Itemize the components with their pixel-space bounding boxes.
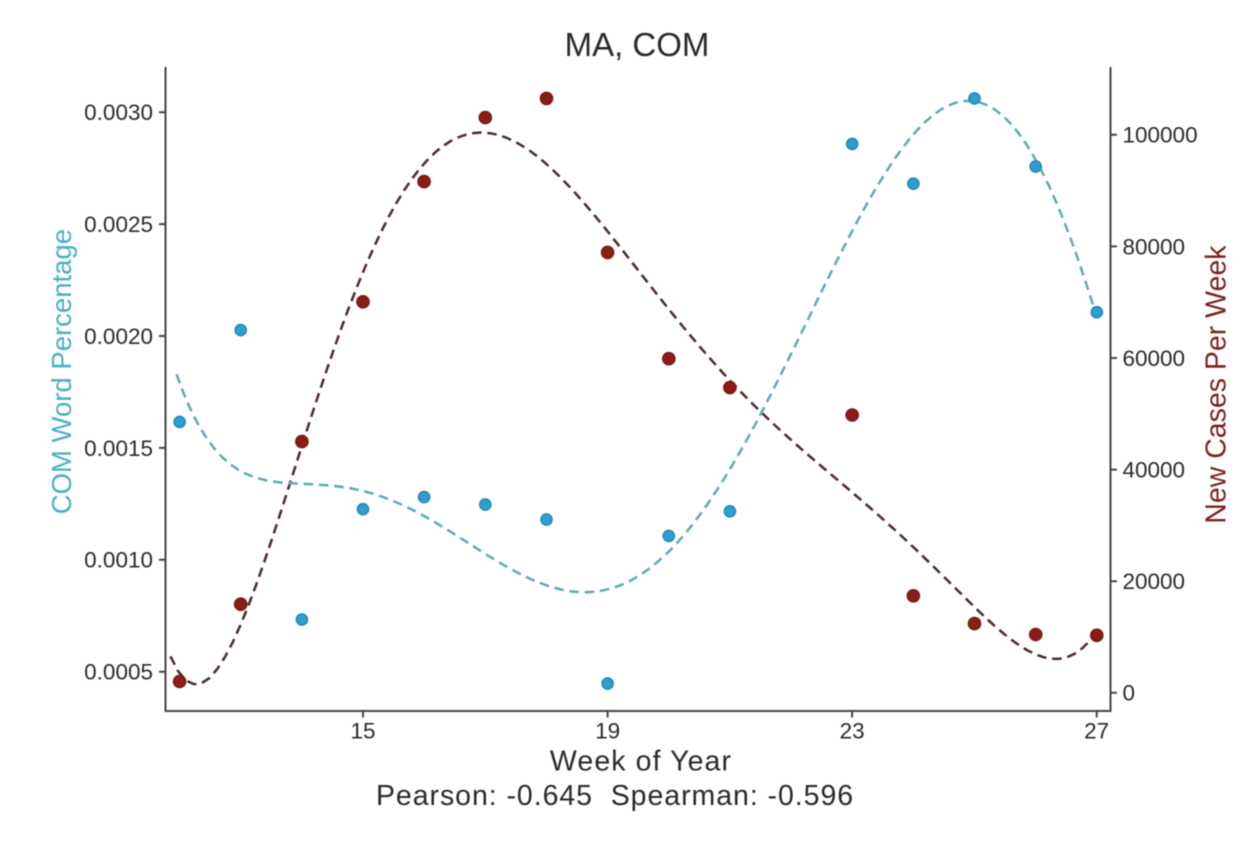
svg-text:23: 23 — [840, 719, 865, 744]
svg-text:15: 15 — [350, 719, 375, 744]
svg-text:0.0030: 0.0030 — [84, 100, 153, 125]
svg-text:27: 27 — [1084, 719, 1109, 744]
svg-text:40000: 40000 — [1123, 458, 1186, 483]
svg-text:100000: 100000 — [1123, 123, 1198, 148]
svg-text:0.0025: 0.0025 — [84, 212, 153, 237]
svg-text:19: 19 — [595, 719, 620, 744]
svg-text:0.0005: 0.0005 — [84, 660, 153, 685]
svg-text:0.0010: 0.0010 — [84, 548, 153, 573]
svg-text:Week of Year: Week of Year — [550, 746, 732, 778]
svg-text:MA, COM: MA, COM — [565, 26, 710, 63]
svg-text:20000: 20000 — [1123, 569, 1186, 594]
svg-text:80000: 80000 — [1123, 234, 1186, 259]
svg-text:COM Word Percentage: COM Word Percentage — [46, 229, 77, 514]
svg-text:0: 0 — [1123, 681, 1136, 706]
svg-text:Pearson: -0.645 Spearman: -0.: Pearson: -0.645 Spearman: -0.596 — [376, 780, 854, 812]
svg-text:0.0020: 0.0020 — [84, 324, 153, 349]
svg-text:New Cases Per Week: New Cases Per Week — [1201, 245, 1233, 524]
svg-text:60000: 60000 — [1123, 346, 1186, 371]
svg-text:0.0015: 0.0015 — [84, 436, 153, 461]
